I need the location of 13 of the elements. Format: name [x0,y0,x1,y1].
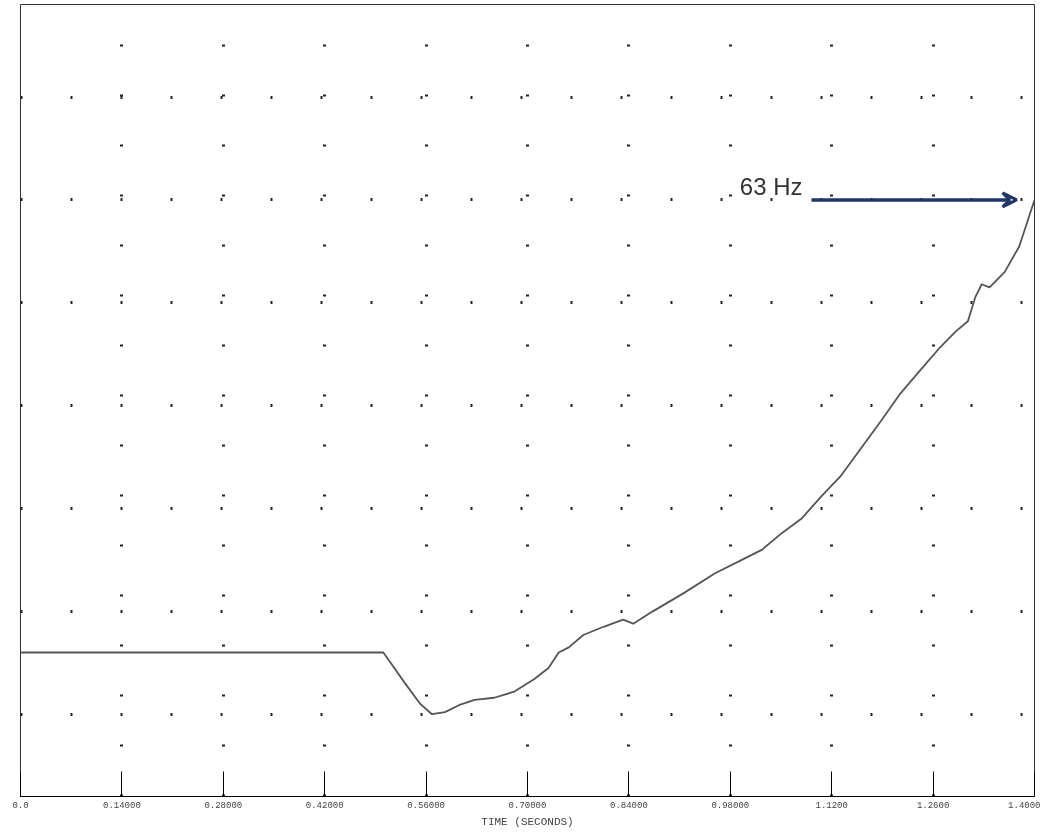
x-tick-label: 0.98000 [711,800,750,811]
x-tick-label: 0.84000 [610,800,648,811]
x-axis-title: TIME (SECONDS) [481,815,574,828]
x-tick-label: 1.1200 [815,800,848,811]
x-tick-label: 0.14000 [103,800,141,811]
annotation: 63 Hz [739,172,803,200]
x-tick-label: 0.28000 [204,800,243,811]
x-tick-label: 1.2600 [916,800,950,811]
x-tick-label: 0.56000 [407,800,446,811]
x-tick-label: 0.42000 [305,800,344,811]
x-tick-label: 1.4000 [1008,800,1041,811]
x-tick-label: 0.0 [12,800,29,811]
x-tick-label: 0.70000 [508,800,547,811]
